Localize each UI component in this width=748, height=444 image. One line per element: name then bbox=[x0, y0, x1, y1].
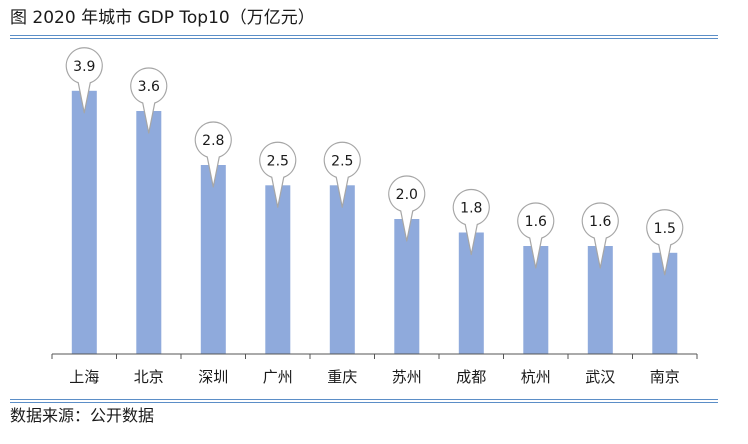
title-divider bbox=[10, 35, 718, 39]
data-label: 2.5 bbox=[267, 153, 289, 169]
data-label: 1.5 bbox=[654, 221, 676, 237]
value-callout-5: 2.5 bbox=[323, 141, 361, 208]
value-callout-9: 1.6 bbox=[581, 202, 619, 269]
bar-2 bbox=[136, 111, 162, 354]
x-tick-label: 广州 bbox=[263, 368, 293, 386]
data-label: 2.0 bbox=[396, 187, 418, 203]
data-label: 2.8 bbox=[202, 133, 224, 149]
x-tick-label: 杭州 bbox=[521, 368, 551, 386]
bar-4 bbox=[265, 185, 291, 355]
value-callout-3: 2.8 bbox=[194, 121, 232, 188]
x-tick-label: 南京 bbox=[650, 368, 680, 386]
chart-title: 图 2020 年城市 GDP Top10（万亿元） bbox=[10, 8, 315, 28]
value-callout-1: 3.9 bbox=[65, 47, 103, 114]
bar-3 bbox=[200, 165, 226, 354]
data-label: 3.6 bbox=[138, 79, 160, 95]
bar-chart: 3.9 上海 3.6 北京 2.8 深圳 2.5 广州 2.5 重庆 2.0 苏州 1.8 成都 1.6 杭州… bbox=[51, 47, 698, 386]
x-tick-label: 北京 bbox=[134, 368, 164, 386]
x-tick-label: 深圳 bbox=[198, 368, 228, 386]
x-tick-label: 苏州 bbox=[392, 368, 422, 386]
value-callout-10: 1.5 bbox=[646, 209, 684, 276]
value-callout-6: 2.0 bbox=[388, 175, 426, 242]
bar-1 bbox=[71, 90, 97, 355]
data-label: 2.5 bbox=[331, 153, 353, 169]
data-label: 1.6 bbox=[525, 214, 547, 230]
x-tick-label: 武汉 bbox=[585, 368, 615, 386]
x-tick-label: 重庆 bbox=[327, 368, 357, 386]
source-divider bbox=[10, 399, 718, 403]
x-tick-label: 上海 bbox=[69, 368, 99, 386]
data-label: 3.9 bbox=[73, 59, 95, 75]
data-label: 1.6 bbox=[589, 214, 611, 230]
value-callout-8: 1.6 bbox=[517, 202, 555, 269]
x-tick-label: 成都 bbox=[456, 368, 486, 386]
source-note: 数据来源：公开数据 bbox=[10, 406, 155, 425]
value-callout-4: 2.5 bbox=[259, 141, 297, 208]
value-callout-2: 3.6 bbox=[130, 67, 168, 134]
data-label: 1.8 bbox=[460, 201, 482, 217]
value-callout-7: 1.8 bbox=[452, 189, 490, 256]
bar-5 bbox=[329, 185, 355, 355]
